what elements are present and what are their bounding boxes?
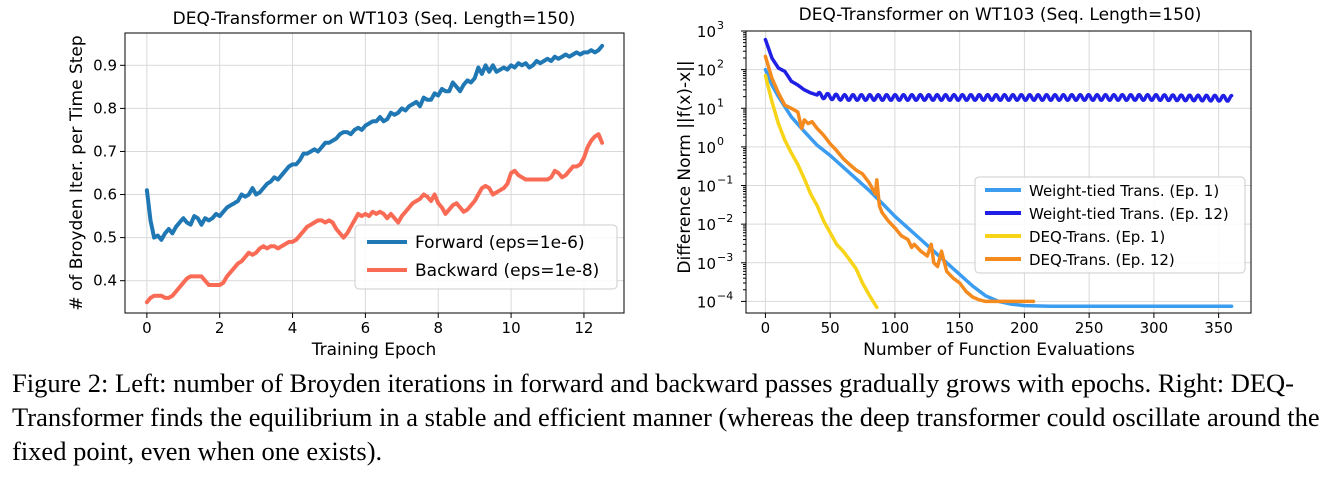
right-x-tick-label: 350 [1204,319,1233,337]
left-x-tick-label: 4 [288,319,298,337]
right-series-line-3 [763,54,1036,304]
left-x-axis-label: Training Epoch [311,340,437,360]
left-y-tick-label: 0.5 [93,229,117,247]
right-y-tick-exponent: −4 [717,289,733,302]
left-series-line-1 [144,132,605,305]
right-y-tick-label: 10 [697,178,716,196]
right-y-tick-label: 10 [697,62,716,80]
right-x-tick-label: 150 [945,319,974,337]
right-y-tick-label: 10 [697,23,716,41]
right-chart-title: DEQ-Transformer on WT103 (Seq. Length=15… [799,5,1202,25]
right-y-tick-exponent: 3 [717,19,724,32]
left-legend-box [354,224,618,290]
right-x-tick-label: 250 [1075,319,1104,337]
figure: DEQ-Transformer on WT103 (Seq. Length=15… [67,5,1252,360]
right-x-axis-label: Number of Function Evaluations [863,340,1135,360]
right-legend-label-deq-ep1: DEQ-Trans. (Ep. 1) [1029,228,1165,246]
left-series-line-0 [144,43,605,242]
figure-caption: Figure 2: Left: number of Broyden iterat… [12,368,1320,466]
right-y-tick-exponent: 2 [717,58,724,71]
right-x-tick-label: 100 [881,319,910,337]
right-y-tick-exponent: 1 [717,96,724,109]
left-y-tick-label: 0.8 [93,99,117,117]
right-x-tick-label: 50 [821,319,840,337]
right-chart: DEQ-Transformer on WT103 (Seq. Length=15… [675,5,1252,360]
right-x-tick-label: 0 [761,319,771,337]
left-y-axis-label: # of Broyden Iter. per Time Step [67,35,87,310]
left-legend: Forward (eps=1e-6) Backward (eps=1e-8) [354,224,618,290]
right-y-tick-exponent: −2 [717,212,733,225]
left-y-tick-label: 0.6 [93,186,117,204]
left-series-lines [144,43,605,305]
right-y-tick-label: 10 [697,255,716,273]
left-y-tick-label: 0.7 [93,142,117,160]
right-y-tick-exponent: 0 [717,135,724,148]
right-y-tick-label: 10 [697,293,716,311]
left-legend-forward-label: Forward (eps=1e-6) [415,233,585,253]
right-x-tick-label: 300 [1140,319,1169,337]
left-x-tick-label: 0 [142,319,152,337]
right-legend: Weight-tied Trans. (Ep. 1) Weight-tied T… [974,176,1246,274]
right-series-line-1 [763,37,1234,103]
right-series-lines [763,37,1234,310]
right-legend-label-wt-ep12: Weight-tied Trans. (Ep. 12) [1029,205,1229,223]
left-y-tick-label: 0.4 [93,272,117,290]
left-x-tick-label: 10 [502,319,521,337]
left-x-tick-label: 2 [215,319,225,337]
left-y-tick-label: 0.9 [93,56,117,74]
right-legend-label-deq-ep12: DEQ-Trans. (Ep. 12) [1029,251,1175,269]
right-y-tick-label: 10 [697,216,716,234]
left-x-tick-label: 8 [433,319,443,337]
right-x-tick-label: 200 [1010,319,1039,337]
right-y-tick-exponent: −3 [717,251,733,264]
left-legend-backward-label: Backward (eps=1e-8) [415,261,599,281]
right-y-tick-label: 10 [697,100,716,118]
left-ticks: 0 2 4 6 8 10 12 0.4 0.5 0.6 0.7 0.8 0.9 [93,56,593,337]
right-legend-box [974,176,1246,274]
left-plot-frame [124,32,625,314]
left-chart-title: DEQ-Transformer on WT103 (Seq. Length=15… [173,9,576,29]
right-series-line-0 [763,67,1234,308]
right-plot-frame [745,30,1252,314]
right-y-tick-exponent: −1 [717,174,733,187]
left-x-tick-label: 12 [574,319,593,337]
left-x-tick-label: 6 [361,319,371,337]
right-y-tick-label: 10 [697,139,716,157]
right-legend-label-wt-ep1: Weight-tied Trans. (Ep. 1) [1029,182,1219,200]
right-series-line-2 [763,73,879,310]
right-y-axis-label: Difference Norm ||f(x)-x|| [675,60,695,273]
left-chart: DEQ-Transformer on WT103 (Seq. Length=15… [67,9,625,360]
